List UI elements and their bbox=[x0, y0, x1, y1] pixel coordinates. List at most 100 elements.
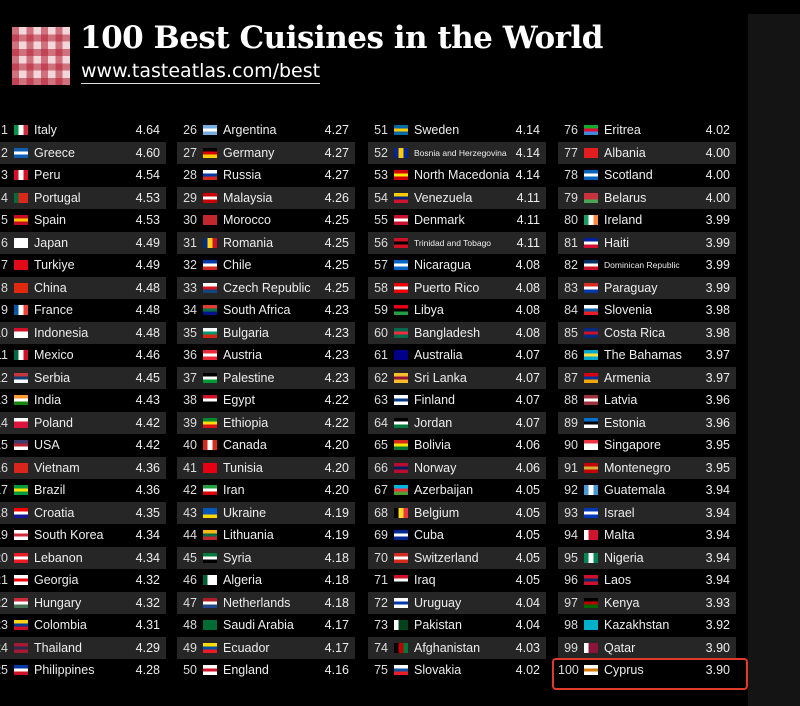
ranking-row: 93 Israel 3.94 bbox=[558, 501, 736, 524]
country-name: Dominican Republic bbox=[604, 260, 680, 270]
rank-number: 75 bbox=[374, 663, 388, 677]
country-name: Qatar bbox=[604, 640, 636, 655]
country-name: Puerto Rico bbox=[414, 280, 480, 295]
ranking-row: 59 Libya 4.08 bbox=[368, 299, 546, 322]
cuisine-score: 4.06 bbox=[515, 460, 540, 475]
ranking-row: 47 Netherlands 4.18 bbox=[177, 591, 355, 614]
cuisine-score: 4.48 bbox=[135, 325, 160, 340]
country-name: Chile bbox=[223, 258, 252, 272]
ranking-row: 32 Chile 4.25 bbox=[177, 254, 355, 277]
ranking-row: 18 Croatia 4.35 bbox=[0, 501, 166, 524]
country-flag-icon bbox=[584, 282, 598, 293]
rank-number: 59 bbox=[374, 303, 388, 317]
cuisine-score: 4.00 bbox=[705, 145, 730, 160]
ranking-row: 13 India 4.43 bbox=[0, 389, 166, 412]
country-flag-icon bbox=[203, 350, 217, 360]
rank-number: 92 bbox=[564, 483, 578, 497]
country-name: South Korea bbox=[34, 528, 104, 542]
country-flag-icon bbox=[203, 642, 217, 653]
country-name: Czech Republic bbox=[223, 280, 311, 295]
rank-number: 43 bbox=[183, 505, 197, 520]
country-flag-icon bbox=[203, 282, 217, 293]
cuisine-score: 3.99 bbox=[705, 280, 730, 295]
rank-number: 98 bbox=[564, 618, 578, 632]
rank-number: 60 bbox=[374, 325, 388, 340]
country-flag-icon bbox=[203, 665, 217, 675]
country-name: Jordan bbox=[414, 415, 453, 430]
ranking-row: 17 Brazil 4.36 bbox=[0, 479, 166, 502]
cuisine-score: 4.36 bbox=[135, 460, 160, 475]
country-flag-icon bbox=[584, 485, 598, 495]
cuisine-score: 4.60 bbox=[135, 145, 160, 160]
ranking-row: 33 Czech Republic 4.25 bbox=[177, 276, 355, 299]
country-flag-icon bbox=[584, 530, 598, 540]
country-name: Latvia bbox=[604, 393, 638, 407]
ranking-row: 79 Belarus 4.00 bbox=[558, 186, 736, 209]
background-side-panel bbox=[748, 14, 800, 706]
country-name: India bbox=[34, 393, 62, 407]
ranking-row: 35 Bulgaria 4.23 bbox=[177, 321, 355, 344]
country-name: Colombia bbox=[34, 618, 87, 632]
country-flag-icon bbox=[394, 372, 408, 383]
rank-number: 47 bbox=[183, 595, 197, 610]
cuisine-score: 4.53 bbox=[135, 213, 160, 227]
cuisine-score: 4.35 bbox=[135, 505, 160, 520]
country-flag-icon bbox=[584, 462, 598, 473]
ranking-row: 58 Puerto Rico 4.08 bbox=[368, 276, 546, 299]
country-flag-icon bbox=[584, 575, 598, 585]
rank-number: 24 bbox=[0, 640, 8, 655]
country-flag-icon bbox=[584, 417, 598, 428]
country-name: Italy bbox=[34, 123, 57, 137]
rank-number: 54 bbox=[374, 190, 388, 205]
rank-number: 35 bbox=[183, 325, 197, 340]
rank-number: 83 bbox=[564, 280, 578, 295]
cuisine-score: 4.23 bbox=[324, 348, 349, 362]
country-name: Saudi Arabia bbox=[223, 618, 294, 632]
country-flag-icon bbox=[394, 147, 408, 158]
country-flag-icon bbox=[394, 665, 408, 675]
rank-number: 86 bbox=[564, 348, 578, 362]
cuisine-score: 4.19 bbox=[324, 528, 349, 542]
rank-number: 71 bbox=[374, 573, 388, 587]
ranking-row: 43 Ukraine 4.19 bbox=[177, 501, 355, 524]
ranking-column-3: 51 Sweden 4.14 52 Bosnia and Herzegovina 4.14… bbox=[368, 119, 546, 682]
country-name: Nigeria bbox=[604, 550, 644, 565]
cuisine-score: 4.22 bbox=[324, 415, 349, 430]
country-name: Germany bbox=[223, 145, 275, 160]
rank-number: 63 bbox=[374, 393, 388, 407]
ranking-row: 51 Sweden 4.14 bbox=[368, 119, 546, 142]
ranking-row: 82 Dominican Republic 3.99 bbox=[558, 254, 736, 277]
cuisine-score: 4.11 bbox=[516, 235, 540, 250]
country-name: Canada bbox=[223, 438, 267, 452]
cuisine-score: 4.11 bbox=[516, 213, 540, 227]
country-flag-icon bbox=[14, 665, 28, 675]
country-name: Laos bbox=[604, 573, 632, 587]
country-name: Albania bbox=[604, 145, 646, 160]
country-name: Israel bbox=[604, 505, 635, 520]
rank-number: 36 bbox=[183, 348, 197, 362]
country-flag-icon bbox=[394, 282, 408, 293]
ranking-row: 15 USA 4.42 bbox=[0, 434, 166, 457]
ranking-row: 50 England 4.16 bbox=[177, 659, 355, 682]
country-flag-icon bbox=[584, 552, 598, 563]
country-name: Malaysia bbox=[223, 190, 273, 205]
country-flag-icon bbox=[203, 125, 217, 135]
country-name: Iran bbox=[223, 483, 245, 497]
country-flag-icon bbox=[203, 620, 217, 630]
country-name: Azerbaijan bbox=[414, 483, 474, 497]
country-name: Turkiye bbox=[34, 258, 75, 272]
country-flag-icon bbox=[14, 620, 28, 630]
country-flag-icon bbox=[14, 597, 28, 608]
ranking-row: 3 Peru 4.54 bbox=[0, 164, 166, 187]
country-name: Spain bbox=[34, 213, 66, 227]
rank-number: 64 bbox=[374, 415, 388, 430]
country-flag-icon bbox=[14, 642, 28, 653]
country-name: Afghanistan bbox=[414, 640, 481, 655]
rank-number: 3 bbox=[1, 168, 8, 182]
rank-number: 16 bbox=[0, 460, 8, 475]
country-flag-icon bbox=[394, 327, 408, 338]
source-url-link[interactable]: www.tasteatlas.com/best bbox=[81, 60, 321, 84]
ranking-row: 46 Algeria 4.18 bbox=[177, 569, 355, 592]
country-name: Ethiopia bbox=[223, 415, 269, 430]
cuisine-score: 3.96 bbox=[705, 415, 730, 430]
